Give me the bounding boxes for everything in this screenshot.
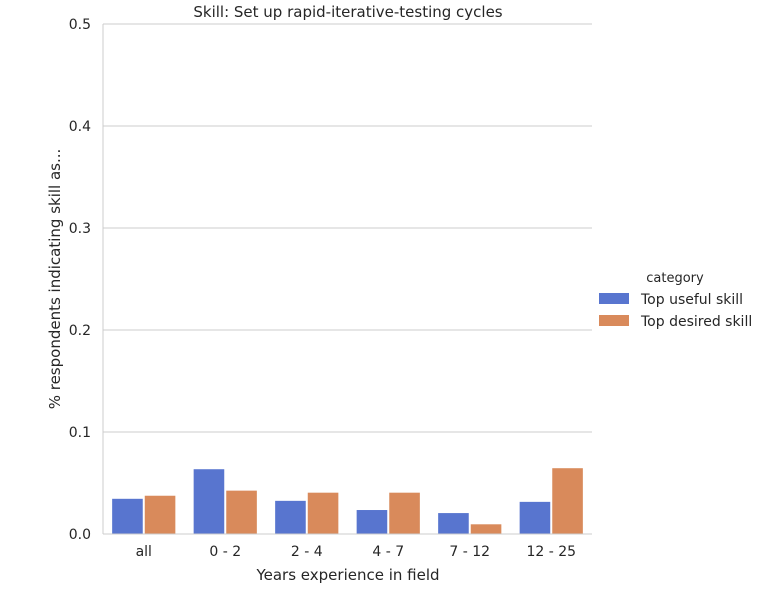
- x-tick-label: 2 - 4: [291, 544, 323, 560]
- legend-swatch: [599, 315, 629, 326]
- x-tick-label: all: [136, 544, 152, 560]
- bar-top-desired-4: [469, 523, 503, 535]
- y-axis-ticks: 0.0 0.1 0.2 0.3 0.4 0.5: [69, 17, 91, 543]
- bars: [111, 467, 584, 535]
- y-tick-label: 0.1: [69, 425, 91, 441]
- x-tick-label: 12 - 25: [526, 544, 576, 560]
- y-tick-label: 0.3: [69, 221, 91, 237]
- bar-top-useful-0: [111, 497, 144, 535]
- bar-top-desired-5: [551, 467, 584, 535]
- x-tick-label: 0 - 2: [209, 544, 241, 560]
- legend: category Top useful skill Top desired ski…: [599, 271, 752, 330]
- x-tick-label: 4 - 7: [372, 544, 404, 560]
- bar-top-useful-4: [437, 512, 470, 535]
- x-axis-label: Years experience in field: [255, 566, 439, 584]
- legend-label: Top useful skill: [640, 292, 743, 308]
- bar-top-useful-5: [518, 500, 552, 535]
- gridlines: [103, 23, 592, 535]
- legend-swatch: [599, 293, 629, 304]
- y-tick-label: 0.2: [69, 323, 91, 339]
- chart-title: Skill: Set up rapid-iterative-testing cy…: [193, 3, 502, 21]
- bar-top-desired-2: [306, 491, 340, 535]
- bar-top-useful-2: [274, 499, 307, 535]
- y-tick-label: 0.4: [69, 119, 91, 135]
- y-tick-label: 0.0: [69, 527, 91, 543]
- y-axis-label: % respondents indicating skill as...: [46, 149, 64, 410]
- x-tick-label: 7 - 12: [449, 544, 490, 560]
- bar-top-desired-3: [388, 491, 421, 535]
- bar-top-useful-1: [192, 468, 226, 535]
- y-tick-label: 0.5: [69, 17, 91, 33]
- legend-label: Top desired skill: [640, 314, 752, 330]
- bar-top-useful-3: [355, 509, 389, 535]
- bar-top-desired-1: [225, 489, 258, 535]
- legend-title: category: [646, 271, 704, 286]
- bar-top-desired-0: [143, 494, 177, 535]
- x-axis-ticks: all 0 - 2 2 - 4 4 - 7 7 - 12 12 - 25: [136, 544, 576, 560]
